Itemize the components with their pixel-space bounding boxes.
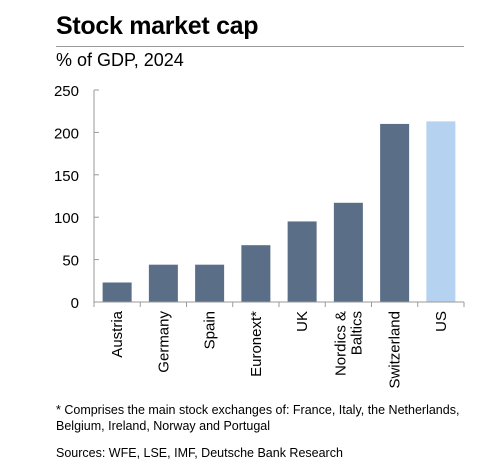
x-tick-label: Euronext* [248, 311, 265, 377]
y-tick-label: 150 [54, 168, 79, 185]
bar-austria [102, 282, 132, 302]
x-tick-label: Switzerland [387, 311, 404, 389]
x-tick-label: US [433, 311, 450, 332]
bar-nordics-baltics [333, 202, 363, 302]
y-tick-label: 100 [54, 210, 79, 227]
y-tick-label: 50 [62, 253, 79, 270]
source-note: Sources: WFE, LSE, IMF, Deutsche Bank Re… [56, 446, 343, 460]
bar-chart: 0 50 100 150 200 250 Austria Germany Spain Eurone… [54, 83, 465, 389]
y-tick-label: 200 [54, 125, 79, 142]
y-tick-label: 0 [71, 295, 79, 312]
bar-spain [195, 264, 225, 302]
bar-us [426, 121, 456, 302]
chart-title: Stock market cap [56, 12, 259, 40]
bar-germany [148, 264, 178, 302]
title-divider [56, 46, 464, 47]
bar-euronext [241, 245, 271, 302]
x-tick-label: Nordics &Baltics [332, 311, 365, 376]
x-tick-label: UK [294, 311, 311, 332]
bar-uk [287, 221, 317, 302]
chart-subtitle: % of GDP, 2024 [56, 50, 184, 70]
x-tick-label: Austria [109, 310, 126, 357]
footnote: * Comprises the main stock exchanges of:… [56, 403, 460, 433]
bar-switzerland [380, 123, 410, 302]
x-tick-label: Germany [155, 311, 172, 373]
x-tick-label: Spain [202, 311, 219, 349]
y-tick-label: 250 [54, 83, 79, 100]
